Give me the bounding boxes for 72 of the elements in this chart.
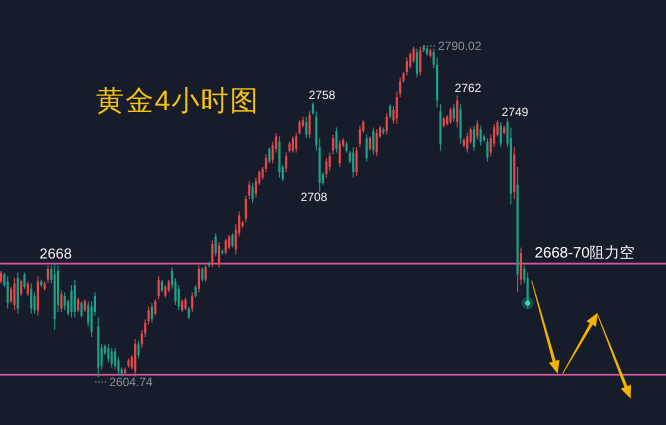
annotation: 2668 <box>40 246 72 263</box>
candlestick <box>191 292 194 313</box>
candlestick <box>305 116 308 139</box>
candlestick <box>23 272 26 290</box>
candlestick <box>335 126 338 154</box>
candlestick <box>298 120 301 136</box>
text: 黄金4小时图 <box>96 85 258 116</box>
candlestick <box>456 94 458 128</box>
candlestick <box>368 136 372 152</box>
candlestick <box>204 264 207 282</box>
candlestick <box>20 279 22 296</box>
annotation: 2790.02 <box>438 39 482 53</box>
candlestick <box>70 284 73 318</box>
candlestick <box>295 132 298 154</box>
candlestick <box>188 306 190 320</box>
candlestick <box>338 140 341 168</box>
candlestick <box>198 264 200 293</box>
candlestick <box>194 284 197 298</box>
candlestick <box>110 347 113 368</box>
annotation: 2604.74 <box>109 375 153 389</box>
candlestick <box>251 182 254 204</box>
candlestick <box>13 277 16 311</box>
candlestick <box>486 138 488 162</box>
candlestick <box>184 297 187 311</box>
candlestick <box>211 240 214 268</box>
candlestick <box>158 276 160 300</box>
candlestick <box>30 282 32 314</box>
annotation: 2708 <box>300 190 328 204</box>
candlestick <box>77 297 80 313</box>
candlestick <box>376 128 378 157</box>
candlestick <box>372 126 374 155</box>
candlestick <box>332 134 334 155</box>
candlestick <box>201 266 204 282</box>
candlestick <box>476 120 478 141</box>
candlestick <box>154 298 156 316</box>
candlestick <box>214 232 217 257</box>
candlestick <box>345 141 348 154</box>
annotation: 2749 <box>502 105 529 119</box>
candlestick <box>150 302 154 324</box>
candlestick <box>352 146 354 178</box>
ref-line-label: 2668-70阻力空 <box>534 244 635 262</box>
candlestick <box>26 281 29 296</box>
candlestick <box>0 270 2 284</box>
candlestick <box>114 347 116 370</box>
candlestick <box>160 279 164 293</box>
candlestick <box>60 290 62 313</box>
candlestick <box>292 136 294 154</box>
candlestick <box>366 134 368 162</box>
candlestick <box>80 300 83 318</box>
candlestick <box>442 116 445 128</box>
candlestick <box>288 141 291 154</box>
candlestick <box>312 102 314 116</box>
candlestick <box>10 286 12 304</box>
candlestick <box>500 122 502 148</box>
candlestick <box>355 146 358 176</box>
candlestick <box>218 242 220 268</box>
candlestick <box>248 180 250 200</box>
candlestick <box>449 107 452 124</box>
candlestick <box>480 125 482 146</box>
candlestick <box>46 264 50 284</box>
candlestick <box>419 46 422 76</box>
annotation: 2758 <box>308 88 336 102</box>
candlestick <box>244 195 247 223</box>
candlestick <box>6 276 9 309</box>
candlestick <box>412 46 415 64</box>
candlestick <box>268 146 270 164</box>
candlestick <box>386 112 388 136</box>
candlestick <box>308 110 311 139</box>
annotation: 2762 <box>454 81 482 95</box>
candlestick <box>224 238 227 256</box>
candlestick <box>285 152 288 173</box>
candlestick <box>416 48 418 78</box>
